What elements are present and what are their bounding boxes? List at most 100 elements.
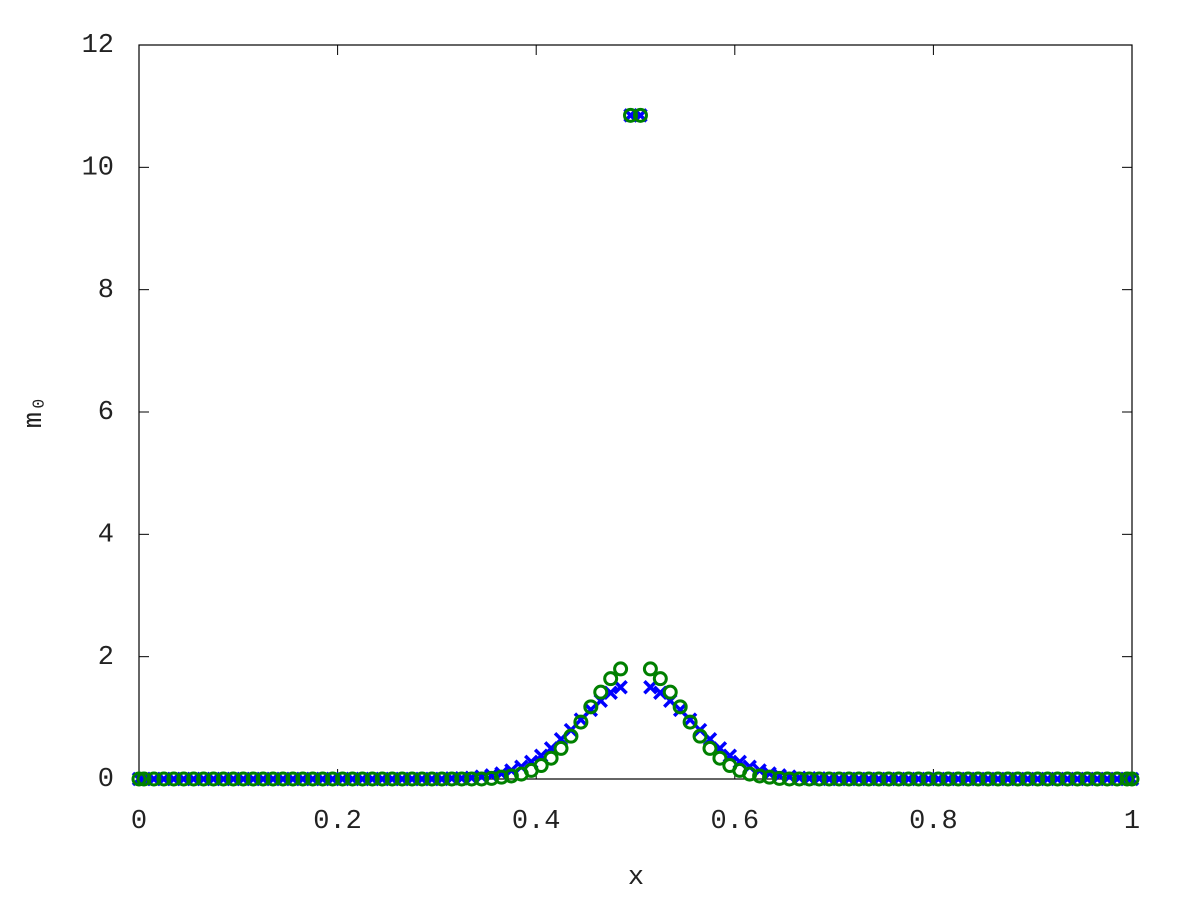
x-axis-label: x (628, 863, 644, 893)
point (613, 661, 629, 677)
point (136, 771, 152, 787)
point (682, 714, 698, 730)
point (801, 771, 817, 787)
point (781, 771, 797, 787)
point (374, 771, 390, 787)
point (563, 728, 579, 744)
point (911, 771, 927, 787)
y-tick-label: 6 (98, 398, 114, 428)
point (1109, 771, 1125, 787)
point (861, 771, 877, 787)
point (752, 768, 768, 784)
y-tick-label: 0 (98, 765, 114, 795)
point (434, 771, 450, 787)
y-tick-label: 12 (82, 31, 114, 61)
point (1010, 771, 1026, 787)
point (1040, 771, 1056, 787)
point (930, 771, 946, 787)
point (394, 771, 410, 787)
point (970, 771, 986, 787)
point (484, 770, 500, 786)
point (920, 771, 936, 787)
point (215, 771, 231, 787)
point (156, 771, 172, 787)
point (166, 771, 182, 787)
x-tick-label: 0.6 (710, 807, 759, 837)
point (493, 769, 509, 785)
point (1099, 771, 1115, 787)
point (1020, 771, 1036, 787)
point (344, 771, 360, 787)
point (762, 769, 778, 785)
point (901, 771, 917, 787)
point (881, 771, 897, 787)
point (821, 771, 837, 787)
point (384, 771, 400, 787)
point (1000, 771, 1016, 787)
plot-frame (138, 44, 1133, 780)
point (404, 771, 420, 787)
point (1030, 771, 1046, 787)
point (702, 740, 718, 756)
point (364, 771, 380, 787)
point (692, 728, 708, 744)
point (553, 740, 569, 756)
point (672, 699, 688, 715)
point (642, 661, 658, 677)
y-tick-label: 10 (82, 153, 114, 183)
point (196, 771, 212, 787)
point (831, 771, 847, 787)
point (712, 750, 728, 766)
point (295, 771, 311, 787)
point (583, 699, 599, 715)
point (131, 771, 147, 787)
point (186, 771, 202, 787)
point (315, 771, 331, 787)
point (603, 671, 619, 687)
point (990, 771, 1006, 787)
point (265, 771, 281, 787)
y-tick-label: 2 (98, 643, 114, 673)
x-tick-label: 0.2 (313, 807, 362, 837)
point (980, 771, 996, 787)
point (742, 766, 758, 782)
point (662, 684, 678, 700)
point (414, 771, 430, 787)
x-tick-label: 0.4 (512, 807, 561, 837)
point (1059, 771, 1075, 787)
point (1119, 771, 1135, 787)
point (444, 771, 460, 787)
point (454, 771, 470, 787)
point (335, 771, 351, 787)
point (791, 771, 807, 787)
point (811, 771, 827, 787)
point (255, 771, 271, 787)
y-tick-label: 4 (98, 520, 114, 550)
point (593, 684, 609, 700)
point (1079, 771, 1095, 787)
point (275, 771, 291, 787)
x-tick-label: 1 (1124, 807, 1140, 837)
y-axis-label: m₀ (20, 396, 50, 428)
point (1069, 771, 1085, 787)
point (245, 771, 261, 787)
point (533, 758, 549, 774)
point (1089, 771, 1105, 787)
point (424, 771, 440, 787)
point (632, 107, 648, 123)
point (891, 771, 907, 787)
point (285, 771, 301, 787)
point (464, 771, 480, 787)
y-tick-label: 8 (98, 276, 114, 306)
point (1050, 771, 1066, 787)
point (960, 771, 976, 787)
point (841, 771, 857, 787)
point (176, 771, 192, 787)
point (851, 771, 867, 787)
point (305, 771, 321, 787)
x-tick-label: 0.8 (909, 807, 958, 837)
point (1124, 771, 1140, 787)
point (940, 771, 956, 787)
point (325, 771, 341, 787)
